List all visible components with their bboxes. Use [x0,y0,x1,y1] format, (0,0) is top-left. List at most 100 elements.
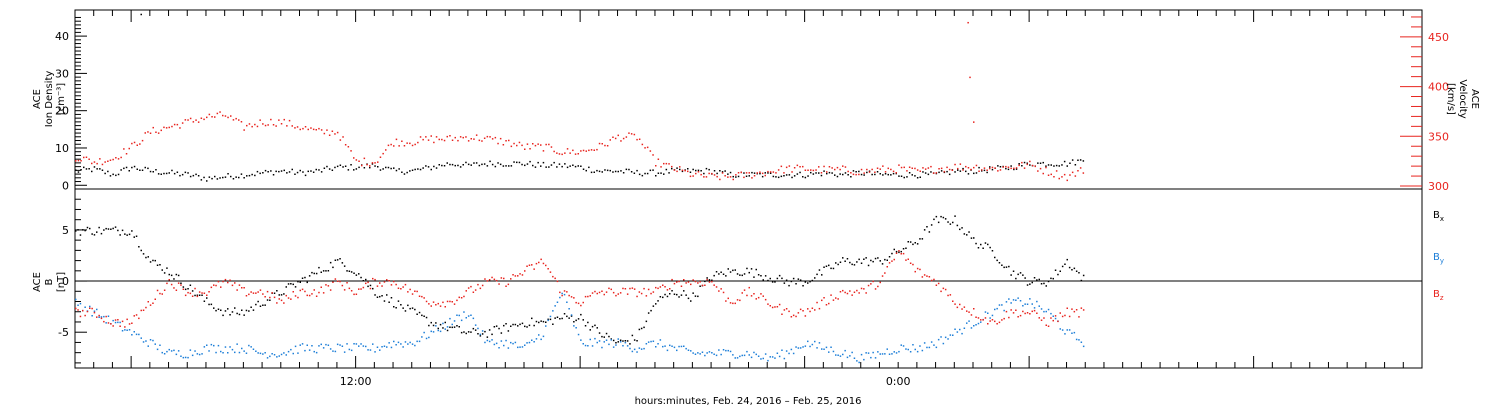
bx-point [505,323,507,325]
by-point [133,331,135,333]
by-point [764,353,767,355]
density-point [689,171,692,173]
velocity-point [1045,166,1047,169]
bx-point [1075,270,1078,272]
bz-point [105,315,107,318]
bx-point [367,285,369,288]
by-point [479,333,482,336]
bz-point [596,292,598,295]
velocity-point [401,140,403,142]
bx-point [963,233,966,235]
bx-point [1073,267,1076,270]
bz-point [428,303,430,305]
velocity-point [652,154,654,156]
by-point [119,321,121,324]
by-point [919,345,921,347]
bz-point [395,283,397,286]
bz-point [1038,317,1040,319]
by-point [442,322,444,325]
density-point [107,170,109,173]
by-point [949,334,952,336]
density-point [502,165,505,167]
bz-point [821,299,823,302]
bx-point [858,258,860,261]
by-point [963,327,966,329]
density-point [240,173,243,175]
by-point [93,310,96,312]
bx-point [360,276,362,279]
by-point [362,345,365,347]
bx-point [706,277,708,279]
bx-point [1047,280,1050,283]
velocity-point [812,169,815,172]
density-point [617,170,619,173]
velocity-point [665,162,668,165]
by-point [870,356,872,359]
bx-point [96,231,98,233]
bz-point [956,306,959,309]
density-point [593,171,595,173]
outlier-point [969,76,971,79]
velocity-point [302,127,304,130]
bx-point [280,294,283,296]
by-point [173,349,175,352]
density-point [486,165,489,167]
by-point [582,343,584,345]
bx-point [783,282,786,284]
bx-point [753,276,755,278]
bx-point [1078,272,1080,274]
velocity-point [890,168,892,171]
bx-point [149,261,152,263]
density-point [508,165,510,167]
bz-point [919,268,921,271]
by-point [851,351,853,354]
velocity-point [946,166,948,169]
bz-point [194,287,196,290]
bx-point [708,279,711,281]
bz-point [825,304,828,306]
bz-point [182,288,185,290]
velocity-point [214,116,216,118]
by-point [895,352,898,354]
bz-point [685,282,687,284]
density-point [890,174,892,176]
density-point [534,166,537,168]
bz-point [1071,308,1073,310]
density-point [542,161,545,164]
density-point [831,172,833,174]
bx-point [636,340,638,342]
bz-point [657,287,659,290]
by-point [203,346,206,348]
bx-point [156,264,159,266]
by-point [407,343,409,345]
bz-point [753,293,755,295]
by-point [907,348,909,351]
bx-point [98,226,100,229]
by-point [215,351,217,354]
by-point [991,314,994,317]
velocity-point [943,170,946,173]
bz-point [287,297,290,299]
bz-point [930,279,933,282]
bx-point [1057,273,1059,276]
velocity-point [419,136,422,138]
by-point [336,343,339,346]
velocity-point [254,123,256,126]
by-point [952,334,954,336]
bz-point [325,284,327,286]
bz-point [444,306,446,308]
bx-point [1080,279,1083,282]
bx-point [245,309,248,312]
velocity-point [1058,177,1060,180]
bx-point [547,318,549,321]
velocity-point [745,172,748,174]
bz-point [156,289,159,292]
density-point [243,177,245,179]
velocity-point [532,143,534,145]
bz-point [126,318,128,321]
bx-point [1033,277,1036,279]
by-point [526,342,528,344]
velocity-point [908,166,911,168]
bx-point [968,231,970,233]
bz-point [650,292,652,295]
